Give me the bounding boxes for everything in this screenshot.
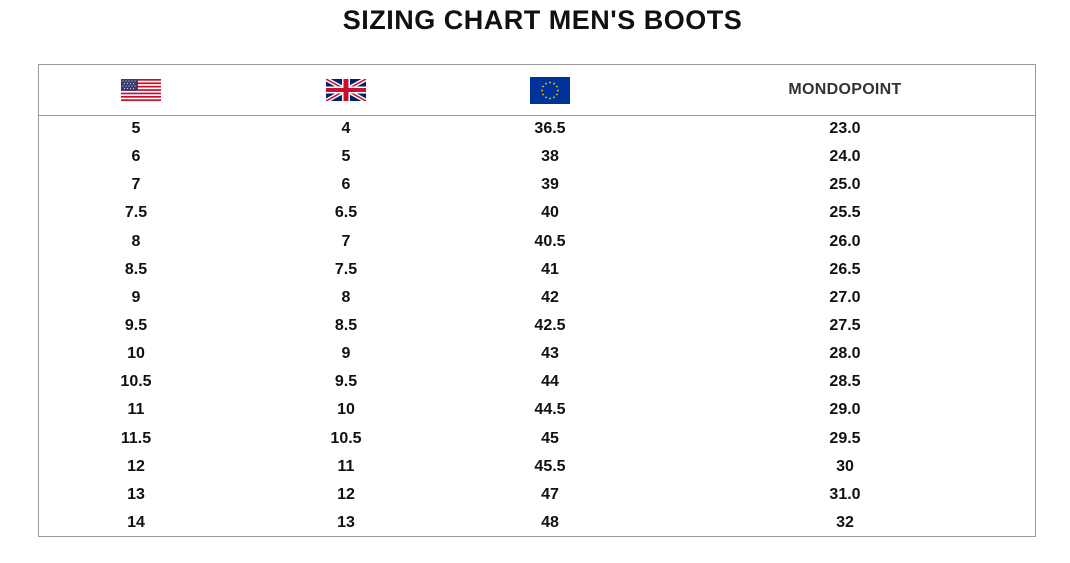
us-size-cell: 9.5 [124,316,148,334]
us-size-cell: 14 [127,513,145,531]
mondopoint-cell: 32 [836,513,854,531]
eu-size-cell: 40 [541,204,559,222]
table-row: 7 6 39 25.0 [39,173,1035,201]
table-row: 5 4 36.5 23.0 [39,117,1035,145]
uk-size-cell: 5 [341,148,351,166]
us-size-cell: 7 [131,176,141,194]
eu-size-cell: 39 [541,176,559,194]
table-row: 7.5 6.5 40 25.5 [39,201,1035,229]
uk-size-cell: 9.5 [334,373,358,391]
us-size-cell: 7.5 [124,204,148,222]
table-row: 6 5 38 24.0 [39,145,1035,173]
eu-size-cell: 38 [541,148,559,166]
us-size-cell: 11.5 [120,429,152,447]
page-title: SIZING CHART MEN'S BOOTS [342,5,743,35]
eu-flag-icon [530,65,570,115]
eu-size-cell: 42 [541,288,559,306]
mondopoint-cell: 25.5 [829,204,861,222]
us-size-cell: 8.5 [124,260,148,278]
mondopoint-cell: 27.5 [829,316,861,334]
us-size-cell: 10.5 [120,373,152,391]
uk-size-cell: 10 [337,401,355,419]
table-row: 11.5 10.5 45 29.5 [39,427,1035,455]
uk-size-cell: 6 [341,176,351,194]
eu-size-cell: 36.5 [534,120,566,137]
uk-size-cell: 8 [341,288,351,306]
table-row: 10.5 9.5 44 28.5 [39,370,1035,398]
us-size-cell: 11 [127,401,145,419]
uk-size-cell: 6.5 [334,204,358,222]
table-row: 8.5 7.5 41 26.5 [39,258,1035,286]
table-header: MONDOPOINT [39,65,1035,116]
eu-size-cell: 47 [541,485,559,503]
mondopoint-cell: 28.0 [829,345,861,363]
header-mondopoint: MONDOPOINT [788,65,901,115]
eu-size-cell: 44.5 [534,401,566,419]
us-size-cell: 6 [131,148,141,166]
eu-size-cell: 45 [541,429,559,447]
mondopoint-cell: 26.5 [829,260,861,278]
table-row: 8 7 40.5 26.0 [39,230,1035,258]
table-row: 11 10 44.5 29.0 [39,398,1035,426]
sizing-table: MONDOPOINT 5 4 36.5 23.0 6 5 38 24.0 7 6 39 25.0 7.5… [38,64,1036,537]
mondopoint-cell: 23.0 [829,120,861,137]
mondopoint-cell: 30 [836,457,854,475]
mondopoint-cell: 31.0 [829,485,861,503]
table-row: 14 13 48 32 [39,511,1035,539]
us-size-cell: 9 [131,288,141,306]
uk-flag-icon [326,65,366,115]
uk-size-cell: 7 [341,232,351,250]
us-size-cell: 12 [127,457,145,475]
table-body: 5 4 36.5 23.0 6 5 38 24.0 7 6 39 25.0 7.5 6.5 40 25.5 8 7… [39,117,1035,539]
uk-size-cell: 8.5 [334,316,358,334]
us-size-cell: 13 [127,485,145,503]
us-size-cell: 10 [127,345,145,363]
eu-size-cell: 44 [541,373,559,391]
mondopoint-label: MONDOPOINT [788,81,902,98]
mondopoint-cell: 24.0 [829,148,861,166]
mondopoint-cell: 26.0 [829,232,861,250]
uk-size-cell: 9 [341,345,351,363]
mondopoint-cell: 28.5 [829,373,861,391]
us-size-cell: 8 [131,232,141,250]
us-size-cell: 5 [131,120,141,137]
table-row: 9 8 42 27.0 [39,286,1035,314]
eu-size-cell: 48 [541,513,559,531]
eu-size-cell: 42.5 [534,316,566,334]
eu-size-cell: 41 [541,260,559,278]
mondopoint-cell: 27.0 [829,288,861,306]
uk-size-cell: 11 [337,457,355,475]
mondopoint-cell: 29.0 [829,401,861,419]
uk-size-cell: 7.5 [334,260,358,278]
table-row: 12 11 45.5 30 [39,455,1035,483]
mondopoint-cell: 29.5 [829,429,861,447]
uk-size-cell: 4 [341,120,351,137]
table-row: 10 9 43 28.0 [39,342,1035,370]
table-row: 13 12 47 31.0 [39,483,1035,511]
us-flag-icon [121,65,161,115]
eu-size-cell: 45.5 [534,457,566,475]
mondopoint-cell: 25.0 [829,176,861,194]
uk-size-cell: 13 [337,513,355,531]
uk-size-cell: 10.5 [330,429,362,447]
eu-size-cell: 40.5 [534,232,566,250]
table-row: 9.5 8.5 42.5 27.5 [39,314,1035,342]
uk-size-cell: 12 [337,485,355,503]
eu-size-cell: 43 [541,345,559,363]
